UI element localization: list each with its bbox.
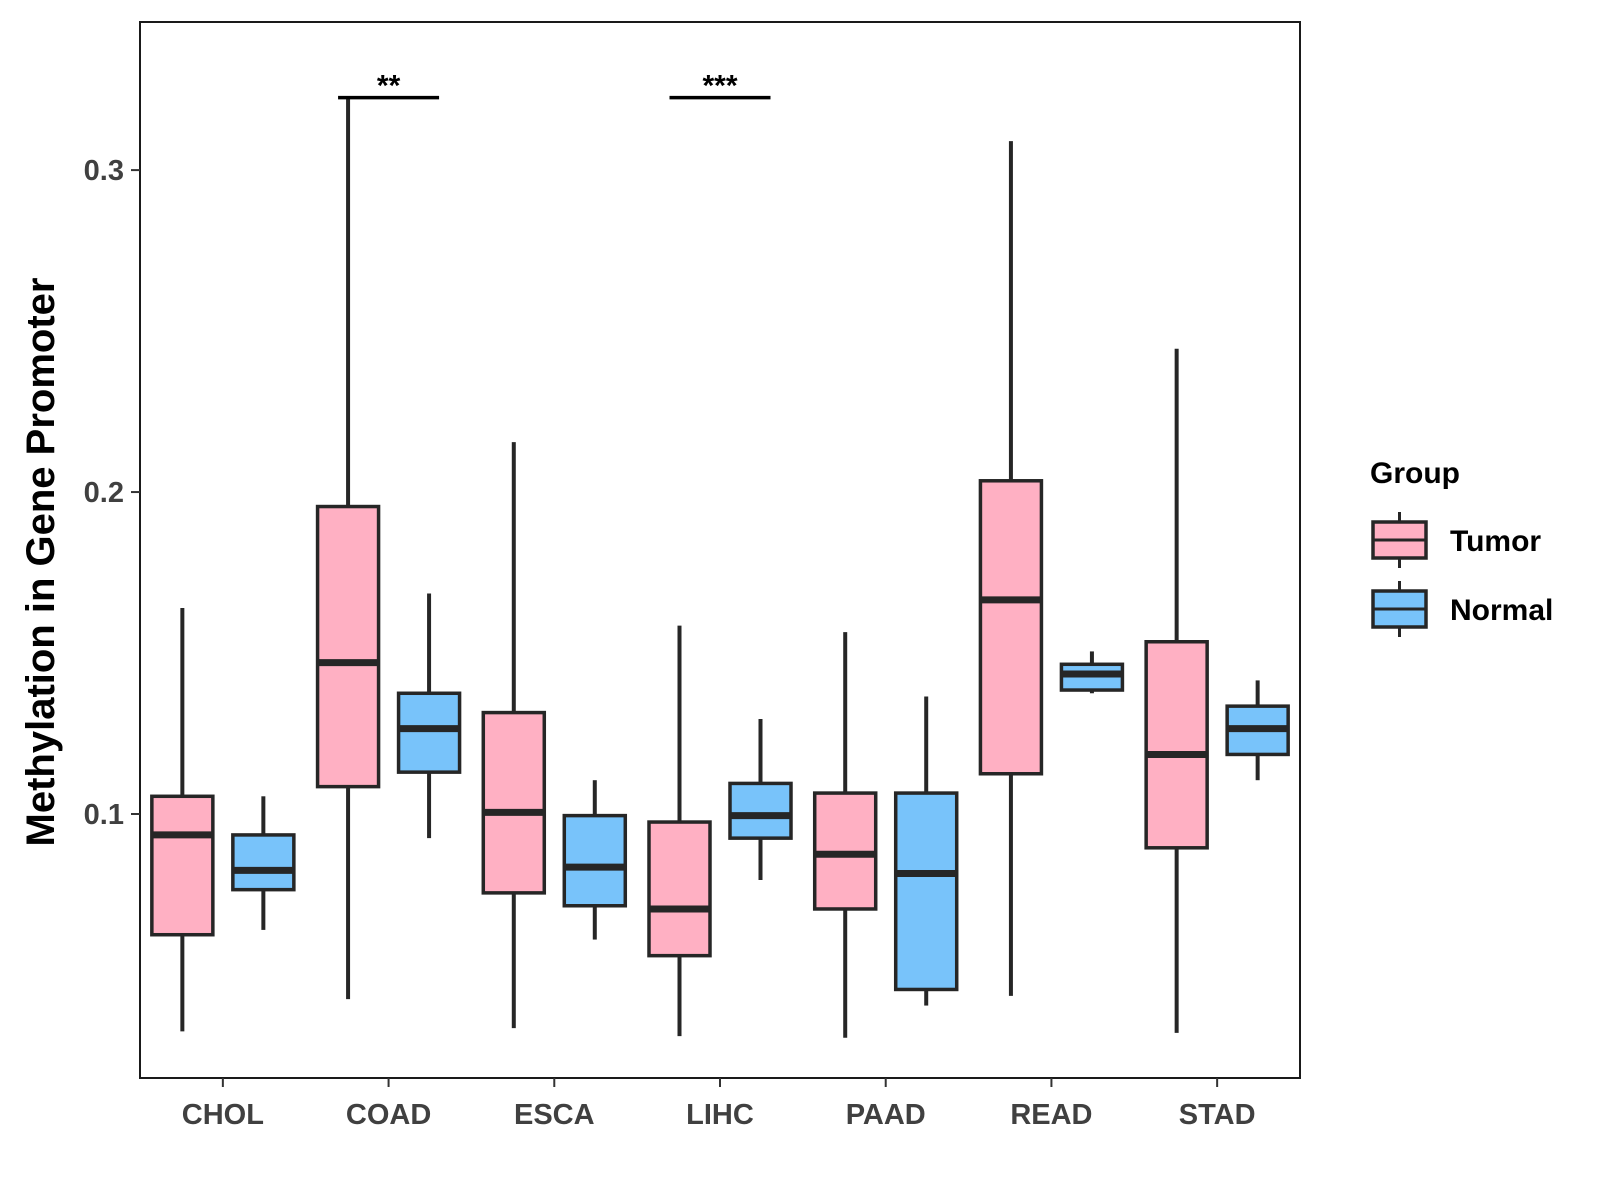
x-tick-label: LIHC: [686, 1099, 754, 1131]
y-axis-title: Methylation in Gene Promoter: [19, 278, 63, 847]
y-axis: 0.1 0.2 0.3: [84, 155, 140, 831]
legend-key-normal: [1371, 581, 1428, 637]
series-tumor: [150, 97, 1209, 1038]
y-tick-label: 0.1: [84, 799, 124, 831]
box-normal-chol: [231, 796, 296, 930]
box-normal-read: [1059, 651, 1125, 694]
box-iqr: [315, 504, 381, 789]
box-iqr: [647, 820, 712, 958]
box-normal-stad: [1225, 680, 1290, 781]
box-normal-coad: [396, 593, 462, 839]
box-iqr: [150, 794, 215, 937]
box-iqr: [562, 813, 628, 908]
x-axis: CHOL COAD ESCA LIHC PAAD READ STAD: [182, 1078, 1256, 1131]
x-tick-label: READ: [1010, 1099, 1092, 1131]
y-tick-label: 0.2: [84, 477, 124, 509]
box-normal-lihc: [728, 719, 793, 880]
y-tick-label: 0.3: [84, 155, 124, 187]
box-tumor-read: [978, 141, 1044, 996]
legend: Group Tumor Normal: [1370, 457, 1553, 637]
box-iqr: [1144, 640, 1209, 850]
box-normal-esca: [562, 780, 628, 940]
x-tick-label: COAD: [346, 1099, 431, 1131]
box-tumor-esca: [481, 442, 547, 1029]
legend-label-normal: Normal: [1450, 594, 1553, 627]
x-tick-label: STAD: [1179, 1099, 1256, 1131]
box-tumor-coad: [315, 97, 381, 1000]
legend-title: Group: [1370, 457, 1460, 490]
legend-label-tumor: Tumor: [1450, 525, 1541, 558]
box-iqr: [978, 479, 1044, 776]
significance-label: **: [377, 70, 401, 103]
box-tumor-stad: [1144, 348, 1209, 1033]
legend-key-tumor: [1371, 512, 1428, 568]
box-iqr: [231, 833, 296, 892]
significance-lihc: ***: [669, 70, 771, 103]
box-tumor-lihc: [647, 625, 712, 1037]
box-tumor-paad: [812, 632, 878, 1038]
box-iqr: [728, 781, 793, 840]
box-iqr: [893, 791, 959, 992]
x-tick-label: PAAD: [846, 1099, 926, 1131]
x-tick-label: CHOL: [182, 1099, 264, 1131]
significance-label: ***: [702, 70, 737, 103]
significance-coad: **: [338, 70, 440, 103]
box-normal-paad: [893, 696, 959, 1006]
box-iqr: [396, 691, 462, 774]
series-normal: [231, 593, 1290, 1006]
box-tumor-chol: [150, 607, 215, 1032]
x-tick-label: ESCA: [514, 1099, 595, 1131]
plot-area: ** ***: [150, 70, 1290, 1038]
box-iqr: [481, 710, 547, 895]
